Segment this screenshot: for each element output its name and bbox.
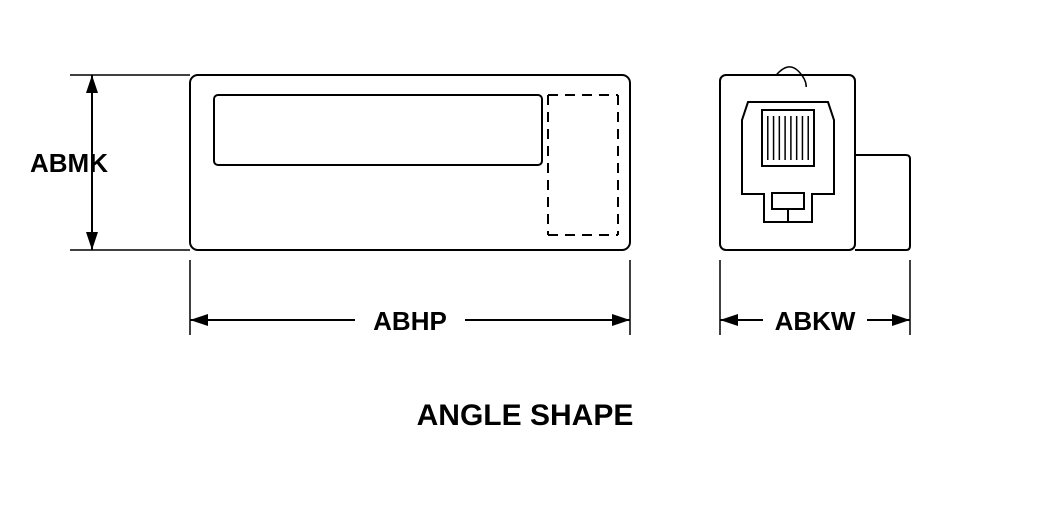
dim-label-length: ABHP bbox=[373, 306, 447, 336]
dim-label-width: ABKW bbox=[775, 306, 856, 336]
figure-title: ANGLE SHAPE bbox=[417, 399, 634, 432]
dim-label-height: ABMK bbox=[30, 148, 108, 178]
